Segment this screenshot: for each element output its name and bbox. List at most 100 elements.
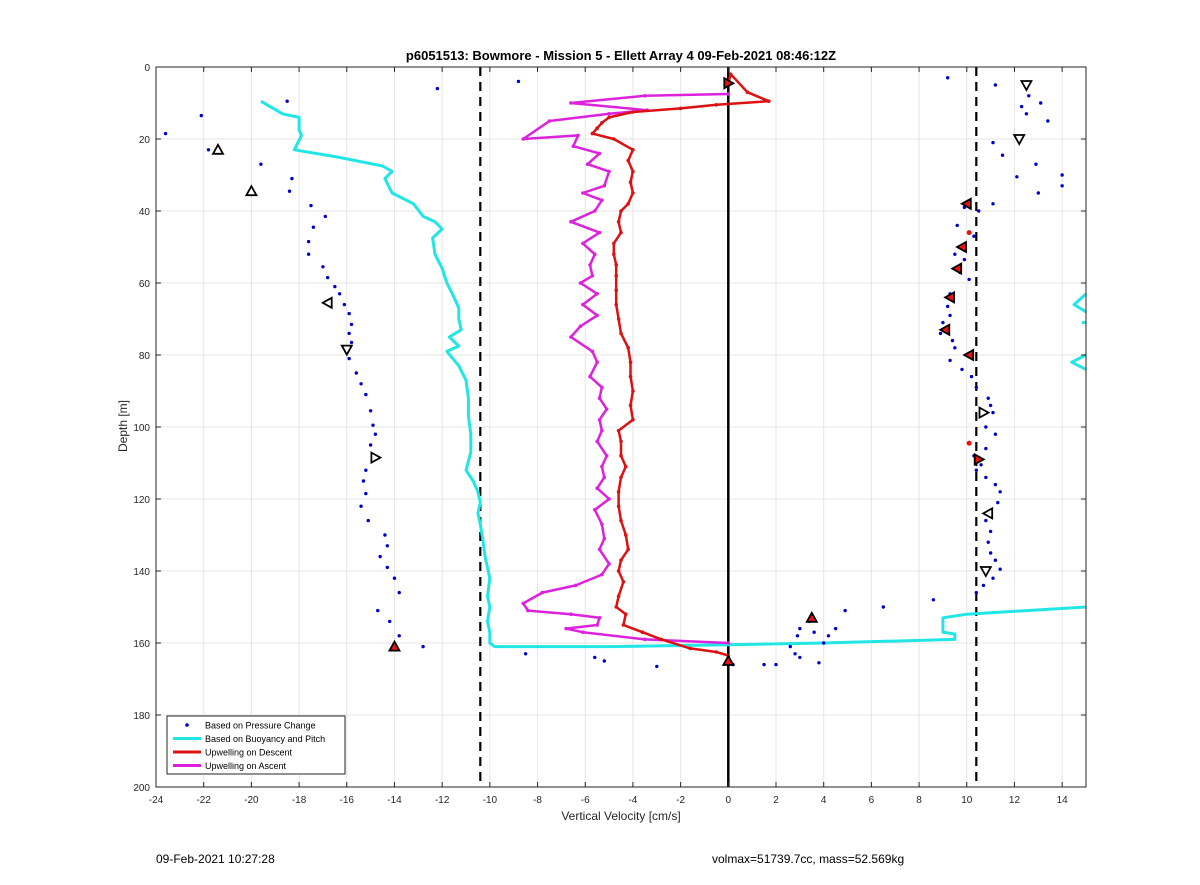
pressure-change-point <box>986 540 990 544</box>
y-axis-label: Depth [m] <box>116 400 130 452</box>
ascent-point <box>595 360 599 365</box>
pressure-change-point <box>793 652 797 656</box>
ascent-point <box>547 119 552 123</box>
pressure-change-point <box>938 331 943 336</box>
ascent-point <box>607 562 611 566</box>
pressure-change-point <box>974 385 979 390</box>
pressure-change-point <box>1060 184 1064 188</box>
ascent-point <box>588 374 592 379</box>
pressure-change-point <box>325 275 330 280</box>
descent-point <box>616 504 621 509</box>
descent-point <box>714 103 719 107</box>
pressure-change-point <box>998 490 1002 494</box>
pressure-change-point <box>373 432 378 436</box>
ascent-point <box>600 464 604 469</box>
pressure-change-point <box>998 567 1002 571</box>
descent-point <box>616 428 621 433</box>
pressure-change-point <box>397 634 401 638</box>
pressure-change-point <box>993 482 998 487</box>
pressure-change-point <box>364 491 368 496</box>
pressure-change-point <box>259 162 263 166</box>
triangle-marker <box>973 452 986 466</box>
descent-point <box>631 191 635 195</box>
y-tick-label: 100 <box>133 423 150 434</box>
ascent-point <box>600 385 604 390</box>
y-tick-label: 20 <box>139 135 151 146</box>
pressure-change-point <box>833 626 838 631</box>
pressure-change-point <box>655 664 659 669</box>
ascent-point <box>592 209 597 213</box>
red-marker <box>966 230 972 236</box>
descent-point <box>619 475 623 480</box>
pressure-change-point <box>991 576 995 580</box>
ascent-point <box>726 641 731 645</box>
pressure-change-point <box>309 203 313 208</box>
descent-point <box>619 558 623 562</box>
ascent-point <box>569 101 573 105</box>
ascent-point <box>602 475 607 480</box>
x-tick-label: -12 <box>435 795 450 806</box>
pressure-change-point <box>392 576 397 580</box>
descent-point <box>600 121 604 125</box>
pressure-change-point <box>984 518 988 523</box>
descent-point <box>616 594 621 598</box>
descent-point <box>628 374 633 379</box>
ascent-point <box>571 144 576 148</box>
pressure-change-point <box>795 634 800 638</box>
pressure-change-point <box>349 340 354 345</box>
pressure-change-point <box>342 302 347 307</box>
descent-point <box>728 72 733 76</box>
descent-point <box>623 612 628 616</box>
pressure-change-point <box>986 396 990 400</box>
pressure-change-point <box>376 608 380 613</box>
pressure-change-point <box>333 284 337 289</box>
pressure-change-point <box>941 320 945 325</box>
triangle-marker <box>370 451 383 465</box>
pressure-change-point <box>593 655 597 660</box>
pressure-change-point <box>1000 153 1005 157</box>
pressure-change-point <box>347 311 351 316</box>
x-tick-label: 4 <box>821 795 827 806</box>
pressure-change-point <box>762 662 766 667</box>
pressure-change-point <box>974 468 979 472</box>
ascent-point <box>595 623 599 627</box>
pressure-change-point <box>359 382 363 386</box>
descent-point <box>619 230 623 235</box>
ascent-point <box>597 396 602 401</box>
triangle-marker <box>981 506 994 520</box>
descent-point <box>612 137 616 141</box>
pressure-change-point <box>953 346 957 350</box>
pressure-change-point <box>974 590 979 595</box>
descent-point <box>714 650 719 654</box>
descent-point <box>626 547 630 552</box>
descent-point <box>631 418 635 422</box>
pressure-change-point <box>931 598 936 602</box>
pressure-change-point <box>397 590 401 595</box>
descent-point <box>631 389 635 393</box>
pressure-change-point <box>287 189 292 193</box>
descent-point <box>614 288 619 293</box>
x-tick-label: -18 <box>292 795 307 806</box>
descent-point <box>614 605 619 609</box>
ascent-point <box>573 583 578 588</box>
pressure-change-point <box>364 468 368 472</box>
pressure-change-point <box>953 252 957 256</box>
pressure-change-point <box>347 356 351 361</box>
y-tick-label: 160 <box>133 639 150 650</box>
descent-point <box>595 126 599 130</box>
triangle-marker <box>721 654 735 666</box>
ascent-point <box>643 94 647 98</box>
pressure-change-point <box>812 630 816 634</box>
triangle-marker <box>805 610 819 623</box>
ascent-point <box>600 572 604 577</box>
descent-point <box>631 169 635 174</box>
descent-point <box>614 263 619 267</box>
pressure-change-point <box>798 626 802 631</box>
pressure-change-point <box>984 425 988 429</box>
triangle-marker <box>943 290 955 304</box>
pressure-change-point <box>311 225 316 229</box>
x-tick-label: -8 <box>533 795 542 806</box>
ascent-point <box>600 522 604 526</box>
ascent-point <box>569 335 573 339</box>
